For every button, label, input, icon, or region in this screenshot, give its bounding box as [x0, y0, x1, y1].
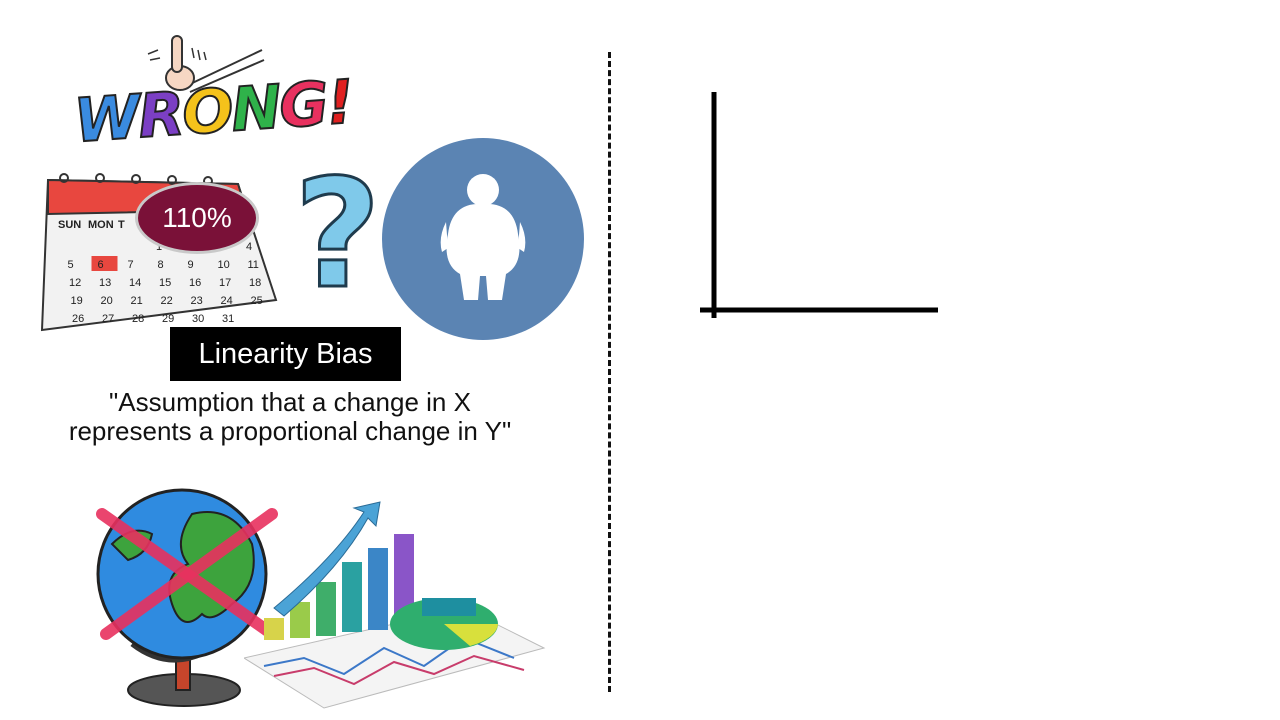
calendar-day: 20: [101, 295, 113, 307]
calendar-weekday: MON: [88, 219, 114, 231]
calendar-day: 16: [189, 277, 201, 289]
calendar-day: 17: [219, 277, 231, 289]
calendar-day: 27: [102, 313, 114, 325]
obese-person-icon: [382, 138, 584, 340]
calendar-day: 12: [69, 277, 81, 289]
bias-definition: "Assumption that a change in X represent…: [68, 387, 512, 446]
calendar-day: 19: [71, 295, 83, 307]
percent-badge: 110%: [135, 182, 259, 254]
panel-divider: [608, 52, 611, 692]
calendar-weekday: T: [118, 219, 125, 231]
calendar-day: 14: [129, 277, 141, 289]
calendar-day: 25: [251, 295, 263, 307]
calendar-day: 24: [221, 295, 233, 307]
calendar-day: 21: [131, 295, 143, 307]
bias-title: Linearity Bias: [170, 327, 401, 381]
calendar-day: 13: [99, 277, 111, 289]
calendar-day: 1: [156, 241, 162, 253]
calendar-day: 22: [161, 295, 173, 307]
calendar-day: 28: [132, 313, 144, 325]
business-charts-icon: [244, 501, 546, 709]
calendar-day: 29: [162, 313, 174, 325]
wrong-exclamation: WRONG!: [71, 66, 355, 157]
empty-axes-icon: [700, 92, 938, 318]
calendar-day: 9: [188, 259, 194, 271]
question-mark-icon: ?: [292, 148, 382, 322]
calendar-day: 4: [246, 241, 252, 253]
calendar-day: 5: [68, 259, 74, 271]
calendar-day: 6: [98, 259, 104, 271]
calendar-day: 11: [248, 259, 259, 271]
calendar-day: 23: [191, 295, 203, 307]
pointing-hand-icon: [147, 35, 265, 93]
calendar-day: 15: [159, 277, 171, 289]
calendar-day: 7: [128, 259, 134, 271]
calendar-highlight: [91, 256, 118, 271]
calendar-day: 10: [218, 259, 230, 271]
calendar-day: 30: [192, 313, 204, 325]
crossed-globe-icon: [96, 488, 278, 707]
calendar-day: 8: [158, 259, 164, 271]
calendar-weekday: SUN: [58, 219, 81, 231]
calendar-day: 18: [249, 277, 261, 289]
calendar-day: 31: [222, 313, 234, 325]
calendar-day: 26: [72, 313, 84, 325]
